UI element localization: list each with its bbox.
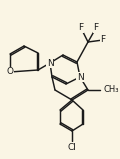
Text: N: N <box>47 59 53 68</box>
Text: F: F <box>100 35 106 45</box>
Text: O: O <box>6 68 13 76</box>
Text: CH₃: CH₃ <box>104 86 120 94</box>
Text: F: F <box>93 24 99 32</box>
Text: F: F <box>78 24 84 32</box>
Text: N: N <box>77 73 83 82</box>
Text: Cl: Cl <box>68 142 76 152</box>
